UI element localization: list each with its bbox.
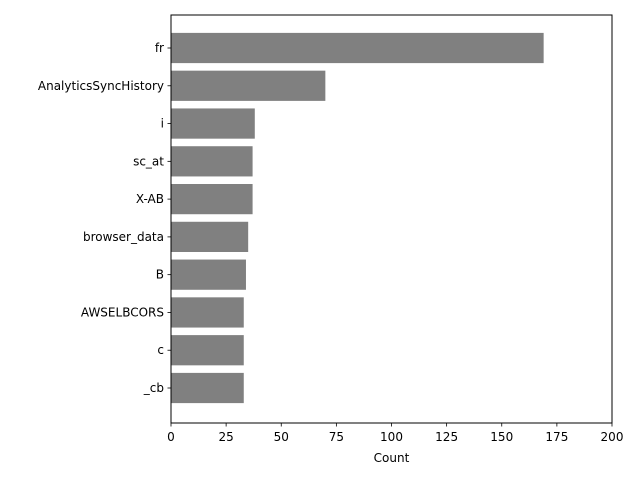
bar [171, 146, 253, 177]
bar [171, 297, 244, 328]
bars-group [171, 32, 544, 404]
x-tick-label: 100 [380, 430, 403, 444]
x-tick-label: 0 [167, 430, 175, 444]
bar [171, 70, 326, 101]
bar [171, 184, 253, 215]
bar [171, 259, 246, 290]
x-tick-label: 200 [601, 430, 624, 444]
y-axis: fr AnalyticsSyncHistory i sc_at X-AB browser_… [38, 41, 171, 395]
y-tick-label: _cb [143, 381, 164, 395]
bar [171, 221, 249, 252]
x-tick-label: 75 [329, 430, 344, 444]
y-tick-label: c [157, 343, 164, 357]
y-tick-label: sc_at [133, 154, 164, 168]
x-axis-label: Count [374, 451, 410, 465]
y-tick-label: browser_data [83, 230, 164, 244]
y-tick-label: AnalyticsSyncHistory [38, 79, 164, 93]
x-tick-label: 175 [545, 430, 568, 444]
bar [171, 32, 544, 64]
x-tick-label: 125 [435, 430, 458, 444]
x-tick-label: 25 [218, 430, 233, 444]
y-tick-label: AWSELBCORS [81, 305, 164, 319]
x-tick-label: 50 [274, 430, 289, 444]
bar [171, 372, 244, 404]
y-tick-label: B [156, 268, 164, 282]
y-tick-label: fr [155, 41, 164, 55]
x-tick-label: 150 [490, 430, 513, 444]
y-tick-label: i [161, 117, 164, 131]
x-axis: 0 25 50 75 100 125 150 175 200 [167, 423, 623, 444]
bar [171, 108, 255, 139]
bar [171, 335, 244, 366]
y-tick-label: X-AB [136, 192, 164, 206]
